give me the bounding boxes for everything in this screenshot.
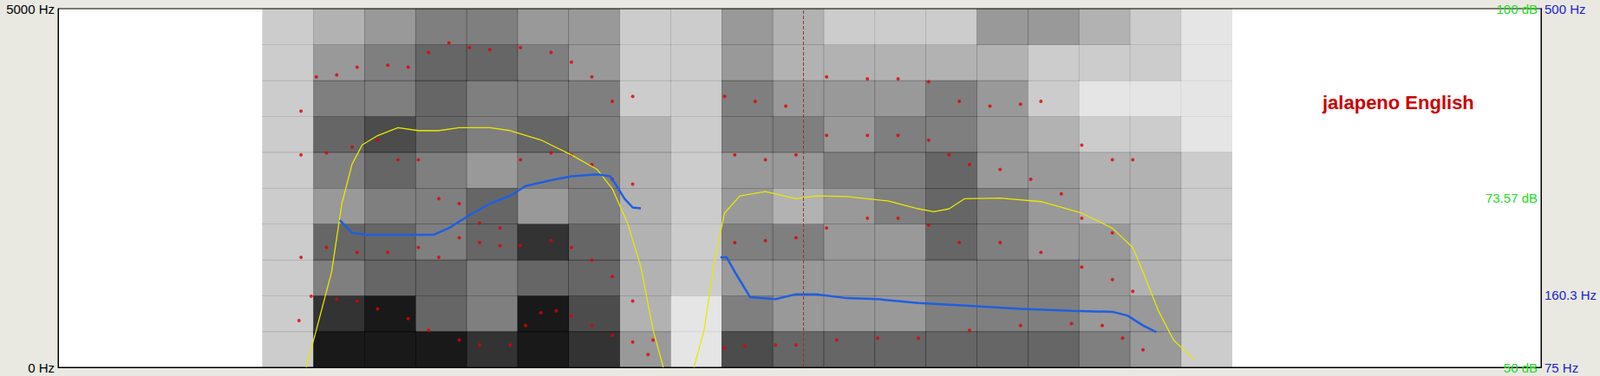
svg-text:jalapeno English: jalapeno English	[1321, 91, 1475, 114]
svg-text:75 Hz: 75 Hz	[1544, 360, 1579, 376]
svg-text:500 Hz: 500 Hz	[1544, 1, 1587, 17]
svg-text:50 dB: 50 dB	[1503, 360, 1538, 376]
svg-text:0 Hz: 0 Hz	[27, 360, 55, 376]
svg-text:160.3 Hz: 160.3 Hz	[1544, 287, 1597, 303]
svg-text:73.57 dB: 73.57 dB	[1485, 190, 1538, 206]
svg-text:5000 Hz: 5000 Hz	[6, 1, 55, 17]
svg-text:100 dB: 100 dB	[1495, 1, 1538, 17]
